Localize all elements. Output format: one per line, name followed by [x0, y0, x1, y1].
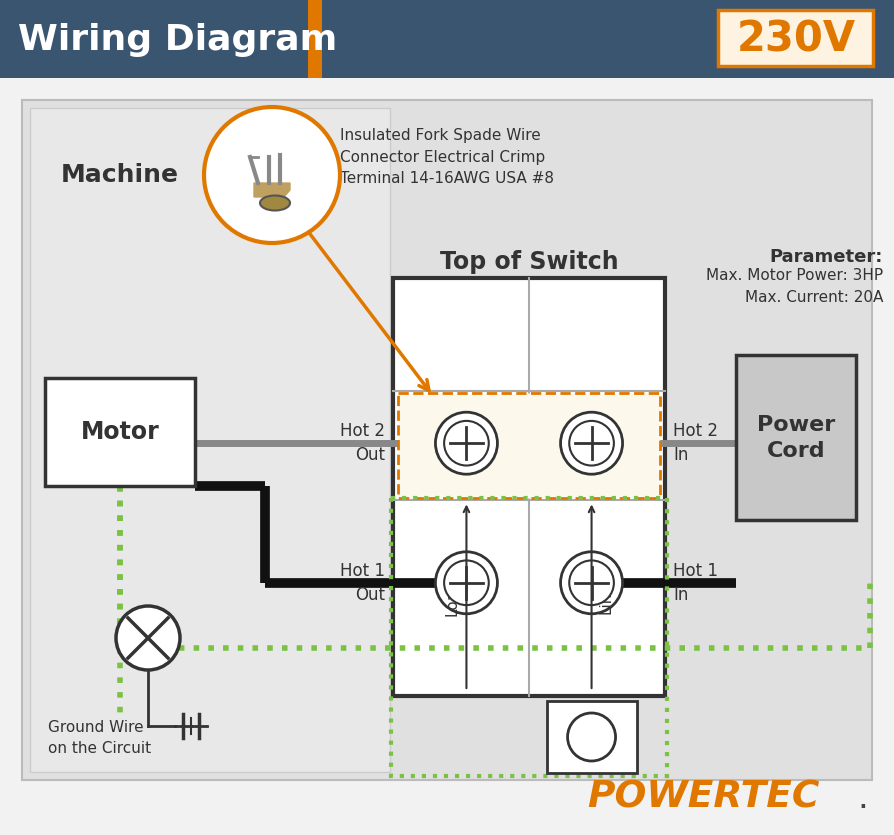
Bar [393, 278, 665, 696]
Text: Parameter:: Parameter: [770, 248, 883, 266]
Circle shape [116, 606, 180, 670]
Bar [45, 378, 195, 486]
Bar [391, 498, 667, 776]
Circle shape [561, 412, 622, 474]
Bar [546, 701, 637, 773]
Bar [30, 108, 390, 772]
Circle shape [204, 107, 340, 243]
Polygon shape [254, 183, 290, 197]
Text: Hot 1
In: Hot 1 In [673, 562, 718, 604]
Ellipse shape [260, 195, 290, 210]
Text: 230V: 230V [737, 19, 856, 61]
Text: Wiring Diagram: Wiring Diagram [18, 23, 337, 57]
Text: Motor: Motor [80, 420, 159, 444]
Circle shape [568, 713, 616, 761]
Bar [398, 392, 660, 498]
Text: Hot 2
In: Hot 2 In [673, 423, 718, 464]
Bar [22, 100, 872, 780]
Text: Hot 2
Out: Hot 2 Out [340, 423, 385, 464]
Text: Ground Wire
on the Circuit: Ground Wire on the Circuit [48, 720, 151, 756]
Circle shape [569, 421, 614, 466]
Circle shape [444, 421, 489, 466]
Circle shape [444, 560, 489, 605]
Text: Hot 1
Out: Hot 1 Out [340, 562, 385, 604]
Bar [0, 0, 894, 78]
Circle shape [561, 552, 622, 614]
Bar [718, 10, 873, 66]
Circle shape [569, 560, 614, 605]
Text: Load: Load [445, 579, 460, 616]
Bar [736, 355, 856, 520]
Bar [308, 0, 322, 78]
Text: Line: Line [598, 582, 613, 614]
Text: Insulated Fork Spade Wire
Connector Electrical Crimp
Terminal 14-16AWG USA #8: Insulated Fork Spade Wire Connector Elec… [340, 128, 554, 186]
Text: Power
Cord: Power Cord [757, 415, 835, 461]
Text: Max. Motor Power: 3HP
Max. Current: 20A: Max. Motor Power: 3HP Max. Current: 20A [706, 268, 883, 306]
Text: .: . [857, 782, 868, 815]
Circle shape [435, 412, 497, 474]
Text: POWERTEC: POWERTEC [587, 779, 820, 815]
Text: Top of Switch: Top of Switch [440, 250, 619, 274]
Circle shape [435, 552, 497, 614]
Text: Machine: Machine [61, 163, 179, 187]
